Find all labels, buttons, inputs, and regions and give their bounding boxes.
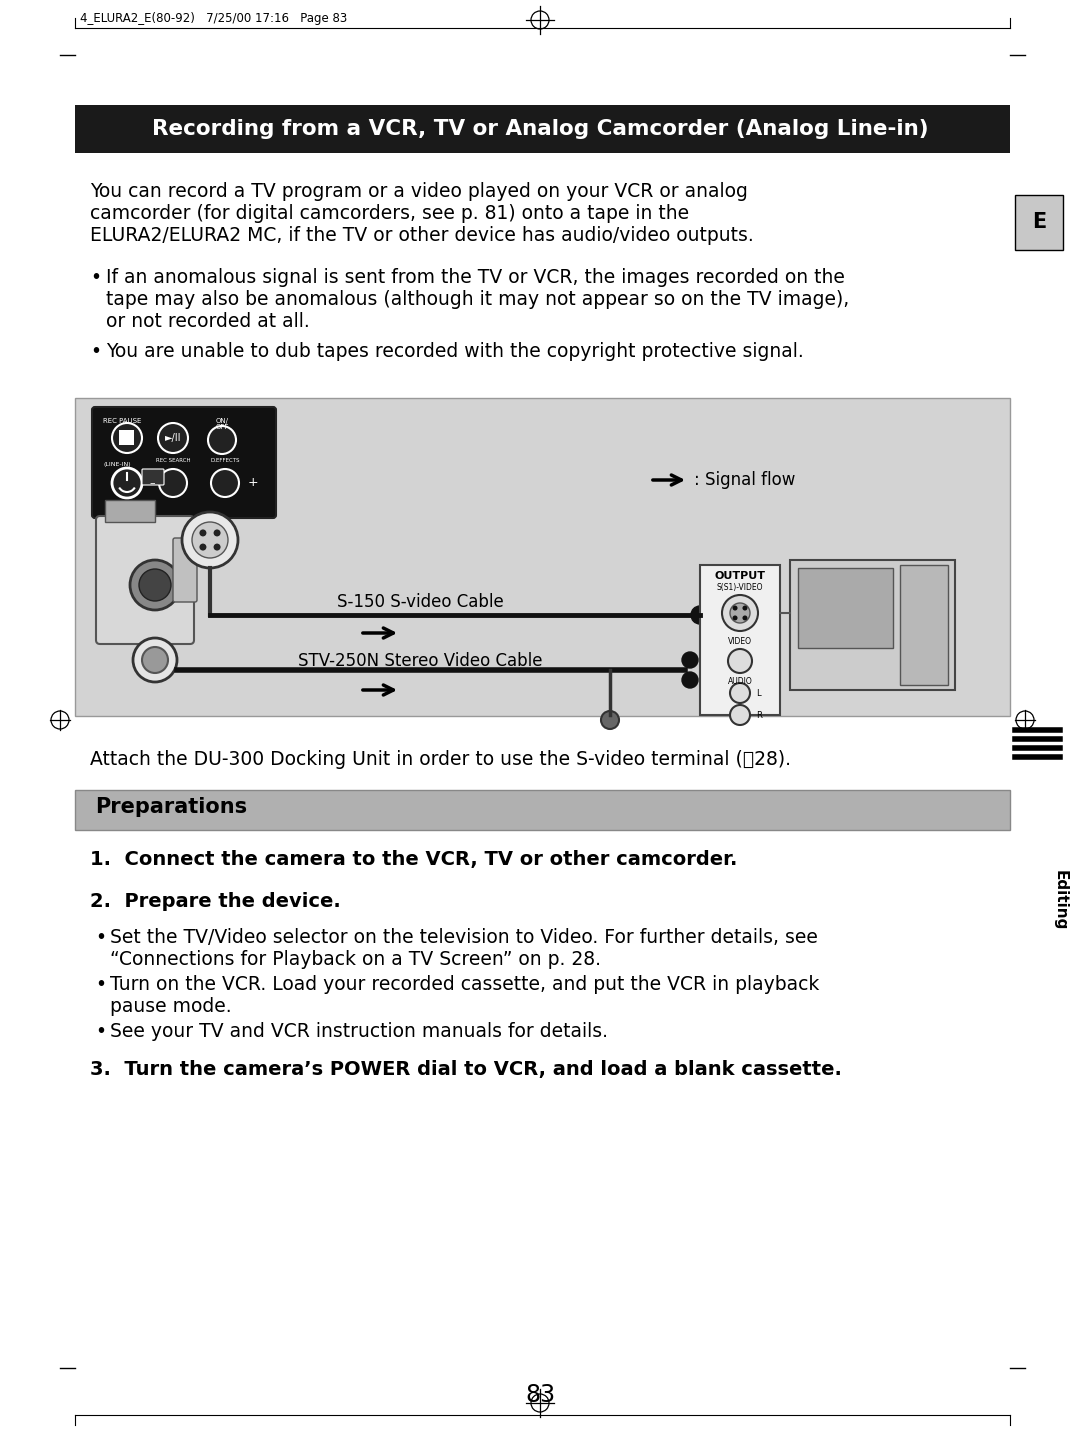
Text: +: + [247, 476, 258, 489]
Bar [700, 566, 780, 714]
Circle shape [183, 512, 238, 569]
Text: pause mode.: pause mode. [110, 997, 231, 1016]
FancyBboxPatch shape [96, 517, 194, 644]
FancyBboxPatch shape [173, 538, 197, 602]
Text: REC SEARCH: REC SEARCH [156, 457, 190, 463]
Bar [75, 105, 1010, 153]
Text: Preparations: Preparations [95, 797, 247, 817]
Circle shape [159, 469, 187, 496]
Bar [105, 501, 156, 522]
Text: : Signal flow: : Signal flow [694, 470, 795, 489]
Text: 1.  Connect the camera to the VCR, TV or other camcorder.: 1. Connect the camera to the VCR, TV or … [90, 850, 738, 869]
Circle shape [600, 711, 619, 729]
Text: L: L [756, 688, 760, 697]
Circle shape [158, 423, 188, 453]
Text: Recording from a VCR, TV or Analog Camcorder (Analog Line-in): Recording from a VCR, TV or Analog Camco… [151, 118, 929, 139]
Text: E: E [1031, 212, 1047, 232]
Text: ►/II: ►/II [165, 433, 181, 443]
Bar [900, 566, 948, 685]
Circle shape [732, 616, 738, 620]
Bar [119, 430, 134, 444]
Circle shape [192, 522, 228, 558]
Text: VIDEO: VIDEO [728, 636, 752, 646]
Text: –: – [149, 478, 154, 488]
Circle shape [130, 560, 180, 610]
Circle shape [730, 683, 750, 703]
Text: Set the TV/Video selector on the television to Video. For further details, see: Set the TV/Video selector on the televis… [110, 928, 818, 947]
Circle shape [133, 638, 177, 683]
Circle shape [730, 603, 750, 623]
Bar [798, 569, 893, 648]
Text: D.EFFECTS: D.EFFECTS [211, 457, 240, 463]
Circle shape [141, 646, 168, 672]
Text: tape may also be anomalous (although it may not appear so on the TV image),: tape may also be anomalous (although it … [106, 290, 849, 309]
Circle shape [214, 544, 220, 551]
Text: OUTPUT: OUTPUT [715, 571, 766, 582]
Circle shape [681, 652, 698, 668]
Text: camcorder (for digital camcorders, see p. 81) onto a tape in the: camcorder (for digital camcorders, see p… [90, 203, 689, 224]
Circle shape [742, 616, 747, 620]
Text: R: R [756, 710, 761, 720]
Circle shape [208, 426, 237, 455]
Text: •: • [90, 268, 102, 287]
Circle shape [681, 672, 698, 688]
Text: Attach the DU-300 Docking Unit in order to use the S-video terminal (28).: Attach the DU-300 Docking Unit in order … [90, 750, 791, 769]
Circle shape [139, 569, 171, 600]
Text: •: • [90, 342, 102, 361]
Circle shape [200, 530, 206, 537]
Text: •: • [95, 928, 106, 947]
Text: ELURA2/ELURA2 MC, if the TV or other device has audio/video outputs.: ELURA2/ELURA2 MC, if the TV or other dev… [90, 227, 754, 245]
Text: or not recorded at all.: or not recorded at all. [106, 312, 310, 330]
Bar [75, 789, 1010, 830]
Text: 4_ELURA2_E(80-92)   7/25/00 17:16   Page 83: 4_ELURA2_E(80-92) 7/25/00 17:16 Page 83 [80, 12, 348, 25]
Text: OFF: OFF [215, 424, 229, 430]
Text: ON/: ON/ [216, 418, 229, 424]
Circle shape [200, 544, 206, 551]
Text: S(S1)-VIDEO: S(S1)-VIDEO [717, 583, 764, 592]
Text: See your TV and VCR instruction manuals for details.: See your TV and VCR instruction manuals … [110, 1022, 608, 1040]
Text: 3.  Turn the camera’s POWER dial to VCR, and load a blank cassette.: 3. Turn the camera’s POWER dial to VCR, … [90, 1061, 842, 1079]
Circle shape [730, 706, 750, 724]
Text: REC PAUSE: REC PAUSE [103, 418, 141, 424]
Text: •: • [95, 1022, 106, 1040]
FancyBboxPatch shape [141, 469, 164, 485]
Text: S-150 S-video Cable: S-150 S-video Cable [337, 593, 503, 610]
Circle shape [211, 469, 239, 496]
Text: •: • [95, 975, 106, 994]
Circle shape [742, 606, 747, 610]
Text: (LINE-IN): (LINE-IN) [103, 462, 131, 468]
Circle shape [112, 468, 141, 498]
Text: “Connections for Playback on a TV Screen” on p. 28.: “Connections for Playback on a TV Screen… [110, 949, 600, 970]
Bar [75, 398, 1010, 716]
Circle shape [214, 530, 220, 537]
Circle shape [691, 606, 708, 623]
Text: STV-250N Stereo Video Cable: STV-250N Stereo Video Cable [298, 652, 542, 670]
Text: If an anomalous signal is sent from the TV or VCR, the images recorded on the: If an anomalous signal is sent from the … [106, 268, 845, 287]
FancyBboxPatch shape [92, 407, 276, 518]
Text: Editing: Editing [1053, 870, 1067, 931]
Bar [789, 560, 955, 690]
Bar [1015, 195, 1063, 250]
Circle shape [112, 423, 141, 453]
Text: 2.  Prepare the device.: 2. Prepare the device. [90, 892, 341, 911]
Text: You are unable to dub tapes recorded with the copyright protective signal.: You are unable to dub tapes recorded wit… [106, 342, 804, 361]
Circle shape [728, 649, 752, 672]
Circle shape [723, 595, 758, 631]
Text: 83: 83 [525, 1382, 555, 1407]
Text: You can record a TV program or a video played on your VCR or analog: You can record a TV program or a video p… [90, 182, 747, 201]
Text: AUDIO: AUDIO [728, 677, 753, 685]
Circle shape [732, 606, 738, 610]
Text: Turn on the VCR. Load your recorded cassette, and put the VCR in playback: Turn on the VCR. Load your recorded cass… [110, 975, 820, 994]
